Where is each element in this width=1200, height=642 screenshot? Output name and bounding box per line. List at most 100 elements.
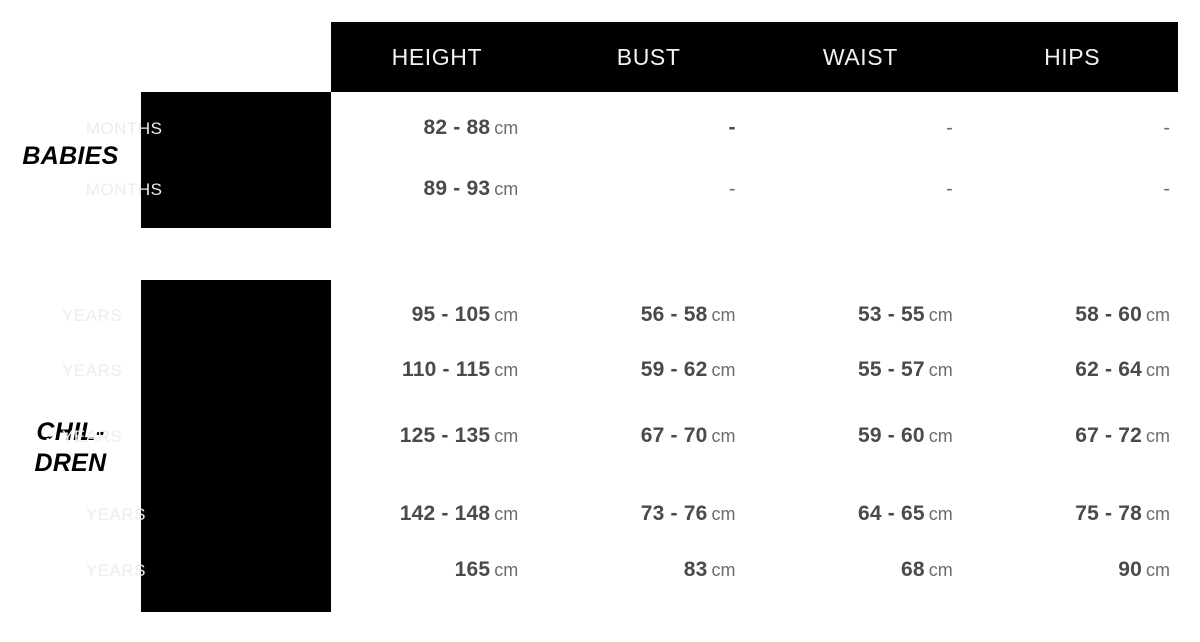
age-range-unit: YEARS	[85, 561, 146, 580]
cell-hips: 75 - 78 cm	[983, 502, 1200, 526]
age-range-unit: MONTHS	[85, 119, 163, 138]
age-range-value: 5 - 6	[14, 358, 58, 381]
cell-unit: cm	[494, 179, 519, 199]
cell-bust: -	[548, 116, 765, 140]
children-age-column-box	[141, 280, 331, 612]
cell-value: 73 - 76	[640, 502, 708, 525]
age-range-value: 7 - 9	[14, 424, 58, 447]
cell-unit: cm	[494, 305, 519, 325]
cell-value: 59 - 60	[857, 424, 925, 447]
cell-value: 165	[454, 558, 491, 581]
cell-hips: 90 cm	[983, 558, 1200, 582]
table-row: 14 - 16 YEARS 165 cm 83 cm 68 cm 90 cm	[0, 542, 1200, 598]
cell-bust: 56 - 58 cm	[548, 303, 765, 327]
cell-value: 125 - 135	[399, 424, 491, 447]
cell-bust: -	[548, 178, 765, 201]
table-row: 3 - 4 YEARS 95 - 105 cm 56 - 58 cm 53 - 55 c…	[0, 287, 1200, 343]
age-label-cell: 5 - 6 YEARS	[0, 358, 331, 382]
cell-unit: cm	[711, 426, 736, 446]
cell-value: 82 - 88	[423, 116, 491, 139]
cell-waist: 59 - 60 cm	[766, 424, 983, 448]
cell-hips: -	[983, 117, 1200, 140]
cell-unit: cm	[1146, 560, 1170, 580]
cell-hips: 67 - 72 cm	[983, 424, 1200, 448]
cell-value: 53 - 55	[857, 303, 925, 326]
age-range-value: 10 - 12	[14, 502, 81, 525]
group-label-children: CHIL- DREN	[0, 417, 141, 478]
age-label-cell: 12 - 18 MONTHS	[0, 116, 331, 140]
cell-waist: -	[766, 178, 983, 201]
cell-value: 56 - 58	[640, 303, 708, 326]
cell-unit: cm	[494, 560, 519, 580]
cell-value: 83	[683, 558, 708, 581]
column-header-hips: HIPS	[1044, 43, 1101, 70]
cell-bust: 59 - 62 cm	[548, 358, 765, 382]
cell-value: -	[946, 177, 953, 200]
cell-value: 59 - 62	[640, 358, 708, 381]
cell-height: 125 - 135 cm	[331, 424, 548, 448]
cell-unit: cm	[711, 360, 736, 380]
cell-waist: 64 - 65 cm	[766, 502, 983, 526]
cell-unit: cm	[928, 560, 953, 580]
table-row: 5 - 6 YEARS 110 - 115 cm 59 - 62 cm 55 - 57…	[0, 342, 1200, 398]
cell-height: 95 - 105 cm	[331, 303, 548, 327]
cell-value: 67 - 70	[640, 424, 708, 447]
cell-unit: cm	[494, 360, 519, 380]
babies-age-column-box	[141, 92, 331, 228]
cell-bust: 83 cm	[548, 558, 765, 582]
age-range-value: 3 - 4	[14, 303, 58, 326]
table-row: 10 - 12 YEARS 142 - 148 cm 73 - 76 cm 64 - …	[0, 486, 1200, 542]
cell-hips: 62 - 64 cm	[983, 358, 1200, 382]
cell-value: -	[1163, 177, 1170, 200]
column-header-waist: WAIST	[822, 43, 898, 70]
age-range-unit: YEARS	[62, 427, 123, 446]
cell-waist: -	[766, 117, 983, 140]
age-range-value: 14 - 16	[14, 558, 81, 581]
cell-value: 67 - 72	[1075, 424, 1142, 447]
cell-value: -	[728, 177, 736, 200]
cell-height: 142 - 148 cm	[331, 502, 548, 526]
cell-value: -	[1163, 116, 1170, 139]
cell-unit: cm	[928, 305, 953, 325]
table-row: 18 - 24 MONTHS 89 - 93 cm - - -	[0, 161, 1200, 217]
age-range-unit: YEARS	[62, 306, 123, 325]
cell-unit: cm	[928, 504, 953, 524]
column-header-height: HEIGHT	[391, 43, 483, 70]
cell-height: 110 - 115 cm	[331, 358, 548, 382]
cell-value: -	[728, 116, 736, 139]
age-range-value: 12 - 18	[14, 116, 81, 139]
cell-unit: cm	[494, 118, 519, 138]
cell-value: 90	[1118, 558, 1142, 581]
cell-value: 75 - 78	[1075, 502, 1142, 525]
cell-value: 95 - 105	[411, 303, 491, 326]
age-range-unit: MONTHS	[85, 180, 163, 199]
cell-unit: cm	[711, 504, 736, 524]
cell-bust: 73 - 76 cm	[548, 502, 765, 526]
cell-bust: 67 - 70 cm	[548, 424, 765, 448]
cell-value: -	[946, 116, 953, 139]
age-label-cell: 10 - 12 YEARS	[0, 502, 331, 526]
cell-unit: cm	[494, 504, 519, 524]
cell-unit: cm	[711, 305, 736, 325]
group-label-babies: BABIES	[0, 141, 141, 172]
cell-hips: -	[983, 178, 1200, 201]
cell-hips: 58 - 60 cm	[983, 303, 1200, 327]
cell-height: 89 - 93 cm	[331, 177, 548, 201]
cell-unit: cm	[928, 360, 953, 380]
age-range-value: 18 - 24	[14, 177, 81, 200]
age-label-cell: 3 - 4 YEARS	[0, 303, 331, 327]
table-row: 7 - 9 YEARS 125 - 135 cm 67 - 70 cm 59 - 60…	[0, 408, 1200, 464]
table-header-bar: HEIGHT BUST WAIST HIPS	[331, 22, 1178, 92]
cell-unit: cm	[1146, 504, 1170, 524]
cell-value: 89 - 93	[423, 177, 491, 200]
age-label-cell: 18 - 24 MONTHS	[0, 177, 331, 201]
cell-value: 68	[900, 558, 925, 581]
cell-unit: cm	[494, 426, 519, 446]
cell-unit: cm	[1146, 305, 1170, 325]
cell-value: 110 - 115	[402, 358, 491, 381]
cell-value: 58 - 60	[1075, 303, 1142, 326]
cell-height: 165 cm	[331, 558, 548, 582]
group-label-children-line-2: DREN	[34, 448, 107, 477]
cell-value: 142 - 148	[399, 502, 491, 525]
group-label-children-line-1: CHIL-	[36, 418, 105, 446]
